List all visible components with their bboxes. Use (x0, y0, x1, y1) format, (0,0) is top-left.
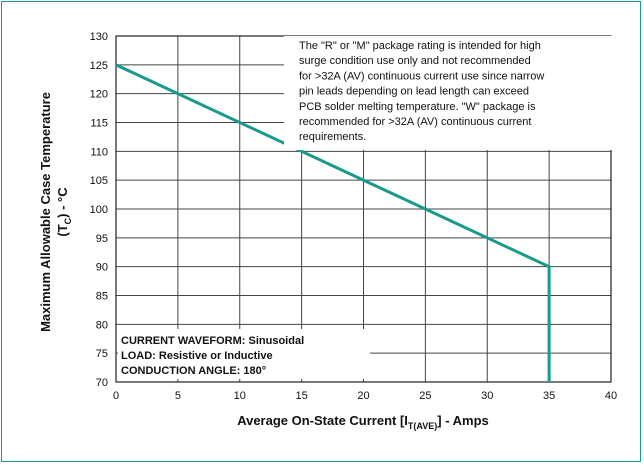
annotation-line: surge condition use only and not recomme… (299, 55, 531, 67)
y-axis-title-line1: Maximum Allowable Case Temperature (38, 92, 53, 332)
y-tick-label: 115 (90, 118, 108, 130)
x-tick-label: 20 (357, 390, 369, 402)
x-tick-label: 15 (296, 390, 308, 402)
y-tick-label: 105 (90, 175, 108, 187)
x-tick-label: 0 (113, 390, 119, 402)
y-tick-label: 125 (90, 60, 108, 72)
x-tick-label: 35 (543, 390, 555, 402)
conditions-note: CURRENT WAVEFORM: Sinusoidal LOAD: Resist… (121, 335, 304, 377)
y-tick-label: 110 (90, 146, 108, 158)
y-tick-label: 70 (96, 377, 108, 389)
condition-line: CONDUCTION ANGLE: 180° (121, 365, 266, 377)
x-axis-title: Average On-State Current [IT(AVE)] - Amp… (237, 413, 489, 431)
annotation-line: for >32A (AV) continuous current use sin… (299, 70, 544, 82)
y-tick-label: 95 (96, 233, 108, 245)
y-tick-label: 130 (90, 31, 108, 43)
y-tick-label: 100 (90, 204, 108, 216)
x-tick-label: 30 (481, 390, 493, 402)
x-tick-label: 25 (419, 390, 431, 402)
annotation-box (284, 36, 612, 150)
conditions-box (118, 329, 370, 379)
y-axis-title-line2: (TC) - °C (55, 187, 73, 237)
series (115, 63, 551, 382)
annotation-line: recommended for >32A (AV) continuous cur… (299, 116, 531, 128)
y-tick-label: 75 (96, 348, 108, 360)
annotation-line: requirements. (299, 131, 366, 143)
y-tick-label: 120 (90, 89, 108, 101)
x-tick-label: 5 (175, 390, 181, 402)
condition-line: CURRENT WAVEFORM: Sinusoidal (121, 335, 304, 347)
annotation-note: The "R" or "M" package rating is intende… (299, 40, 544, 143)
x-tick-label: 40 (605, 390, 617, 402)
x-tick-label: 10 (234, 390, 246, 402)
y-tick-label: 90 (96, 262, 108, 274)
condition-line: LOAD: Resistive or Inductive (121, 350, 273, 362)
y-tick-labels: 70 75 80 85 90 95 100 105 110 115 120 125 130 (90, 31, 108, 389)
x-tick-labels: 0 5 10 15 20 25 30 35 40 (113, 390, 617, 402)
y-tick-label: 80 (96, 319, 108, 331)
y-tick-label: 85 (96, 291, 108, 303)
annotation-line: PCB solder melting temperature. "W" pack… (299, 101, 536, 113)
annotation-line: pin leads depending on lead length can e… (299, 86, 529, 98)
annotation-line: The "R" or "M" package rating is intende… (299, 40, 541, 52)
derating-curve (115, 63, 551, 382)
